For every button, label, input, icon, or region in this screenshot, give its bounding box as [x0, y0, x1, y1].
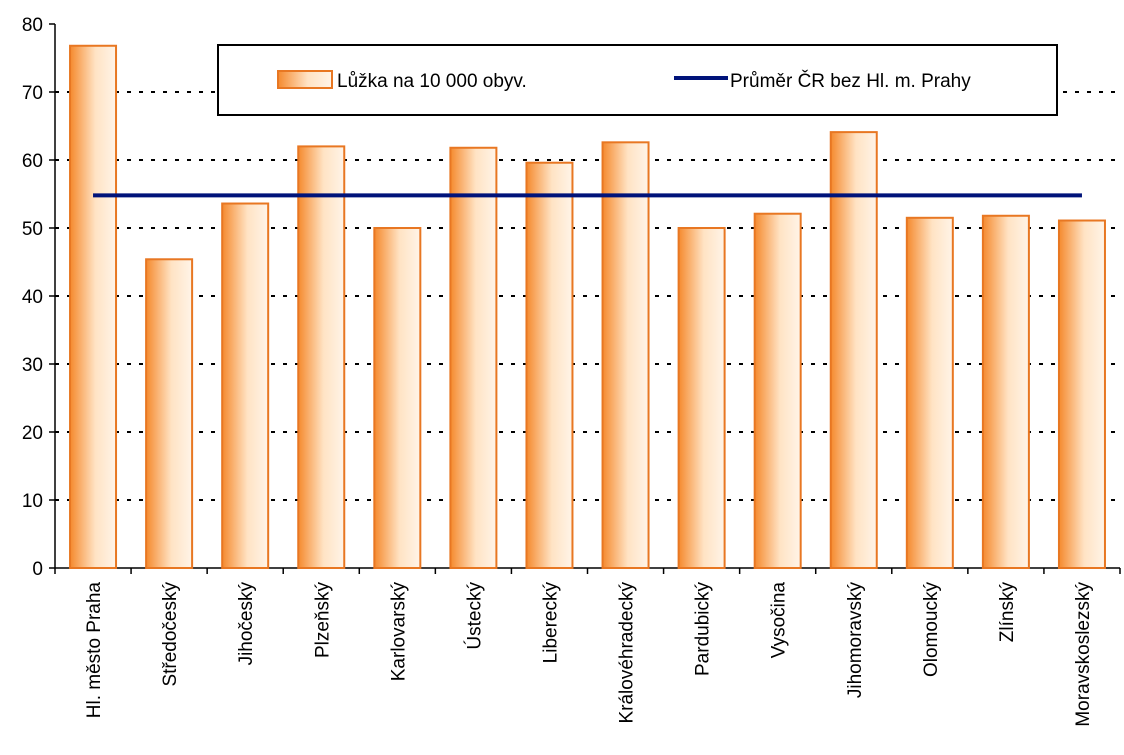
bar [981, 214, 1030, 569]
category-label: Moravskoslezský [1073, 582, 1094, 727]
bar [69, 44, 118, 569]
category-label: Liberecký [540, 582, 561, 664]
category-label: Středočeský [160, 582, 181, 687]
bar [905, 216, 954, 570]
bar [601, 141, 650, 569]
bar [449, 146, 498, 569]
category-label: Olomoucký [921, 582, 942, 678]
gridlines [55, 91, 1120, 501]
category-label: Královéhradecký [617, 582, 638, 724]
legend-bar-swatch [277, 70, 333, 89]
y-tick-label: 0 [32, 559, 43, 580]
bar [373, 227, 422, 569]
bar [829, 131, 878, 569]
bar [297, 145, 346, 569]
category-label: Zlínský [997, 582, 1018, 643]
category-label: Hl. město Praha [84, 582, 105, 719]
y-tick-label: 70 [22, 83, 43, 104]
labels: 0 10 20 30 40 50 60 70 80 Hl. město Praha Středoče… [22, 15, 1094, 727]
bar [677, 227, 726, 569]
category-label: Ústecký [463, 582, 485, 650]
y-tick-label: 20 [22, 423, 43, 444]
bar [221, 202, 270, 570]
category-label: Vysočina [769, 582, 790, 659]
legend-line-label: Průměr ČR bez Hl. m. Prahy [730, 70, 971, 92]
bars [69, 44, 1106, 570]
y-tick-label: 80 [22, 15, 43, 36]
bar [525, 161, 574, 569]
category-label: Pardubický [693, 582, 714, 676]
bar [753, 212, 802, 569]
category-label: Jihočeský [236, 582, 257, 666]
y-tick-label: 30 [22, 355, 43, 376]
bar [1057, 219, 1106, 570]
bar [145, 258, 194, 569]
y-tick-label: 10 [22, 491, 43, 512]
legend: Lůžka na 10 000 obyv. Průměr ČR bez Hl. … [217, 44, 1058, 116]
category-label: Jihomoravský [845, 582, 866, 699]
y-tick-label: 40 [22, 287, 43, 308]
legend-box [217, 44, 1058, 116]
category-label: Plzeňský [312, 582, 333, 659]
legend-bar-label: Lůžka na 10 000 obyv. [337, 71, 527, 92]
category-label: Karlovarský [388, 582, 409, 682]
y-tick-label: 50 [22, 219, 43, 240]
y-tick-label: 60 [22, 151, 43, 172]
